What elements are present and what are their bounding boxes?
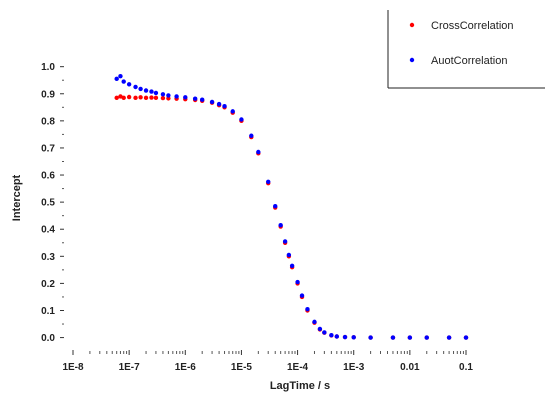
auto-correlation-point (282, 239, 288, 244)
cross-correlation-point (126, 94, 132, 100)
auto-correlation-point (138, 86, 143, 92)
legend-marker-auto (409, 57, 415, 63)
x-tick-label: 0.01 (400, 362, 420, 373)
x-axis-title: LagTime / s (270, 380, 330, 392)
x-tick-label: 1E-6 (175, 362, 197, 373)
auto-correlation-point (230, 109, 235, 114)
auto-correlation-point (305, 306, 310, 312)
x-tick-label: 1E-3 (343, 362, 365, 373)
x-tick-label: 1E-4 (287, 362, 309, 373)
auto-correlation-point (249, 133, 254, 138)
auto-correlation-point (256, 149, 261, 155)
auto-correlation-point (222, 104, 227, 109)
auto-correlation-point (216, 101, 222, 107)
auto-correlation-point (289, 263, 295, 268)
auto-correlation-point (390, 335, 396, 340)
x-axis: 1E-8 1E-7 1E-6 1E-5 1E-4 1E-3 0.01 0.1 (62, 350, 473, 373)
y-tick-label: 0.9 (41, 89, 55, 100)
auto-correlation-point (143, 88, 149, 93)
auto-correlation-point (153, 90, 159, 96)
cross-correlation-point (143, 95, 149, 101)
auto-correlation-point (342, 334, 348, 340)
cross-correlation-point (149, 95, 154, 100)
x-tick-label: 0.1 (459, 362, 473, 373)
y-axis: 0.0 0.1 0.2 0.3 0.4 0.5 0.6 0.7 0.8 0.9 1.0 (41, 62, 64, 344)
x-tick-label: 1E-8 (62, 362, 84, 373)
auto-correlation-point (209, 99, 215, 105)
auto-correlation-point (312, 319, 317, 325)
auto-correlation-point (160, 92, 166, 97)
y-tick-label: 0.4 (41, 225, 55, 236)
legend-label-cross: CrossCorrelation (431, 20, 514, 32)
auto-correlation-point (463, 335, 469, 340)
auto-correlation-point (286, 252, 292, 258)
y-tick-label: 0.3 (41, 252, 55, 263)
y-tick-label: 0.6 (41, 171, 55, 182)
auto-correlation-point (174, 94, 179, 99)
y-tick-label: 0.0 (41, 333, 55, 344)
auto-correlation-point (424, 335, 429, 340)
auto-correlation-point (273, 203, 278, 209)
cross-correlation-point (160, 95, 166, 101)
auto-correlation-point (166, 93, 171, 98)
auto-correlation-point (446, 335, 452, 340)
auto-correlation-point (317, 326, 323, 332)
auto-correlation-point (299, 293, 305, 298)
auto-correlation-point (278, 222, 283, 228)
auto-correlation-point (322, 330, 327, 335)
auto-correlation-point (118, 73, 123, 79)
auto-correlation-point (407, 335, 413, 340)
y-tick-label: 0.1 (41, 306, 55, 317)
auto-correlation-point (149, 89, 154, 94)
auto-correlation-point (334, 334, 340, 339)
auto-correlation-point (192, 96, 198, 101)
auto-correlation-point (351, 335, 356, 340)
auto-correlation-point (239, 117, 244, 122)
legend-marker-cross (409, 22, 415, 28)
auto-correlation-point (133, 84, 138, 90)
cross-correlation-point (121, 95, 126, 101)
auto-correlation-point (126, 82, 132, 87)
auto-correlation-point (121, 79, 126, 84)
cross-correlation-point (133, 95, 138, 101)
auto-correlation-point (183, 95, 188, 100)
auto-correlation-point (368, 335, 373, 340)
y-tick-label: 0.5 (41, 198, 55, 209)
auto-correlation-point (266, 179, 271, 185)
plot-area (114, 73, 469, 340)
auto-correlation-point (329, 332, 334, 338)
cross-correlation-point (114, 95, 119, 101)
legend: CrossCorrelation AuotCorrelation (387, 10, 545, 89)
y-tick-label: 0.2 (41, 279, 55, 290)
auto-correlation-point (199, 97, 205, 102)
cross-correlation-point (138, 95, 143, 100)
cross-correlation-point (153, 95, 159, 101)
legend-label-auto: AuotCorrelation (431, 55, 507, 67)
x-tick-label: 1E-7 (119, 362, 141, 373)
y-tick-label: 1.0 (41, 62, 55, 73)
y-tick-label: 0.7 (41, 143, 55, 154)
y-tick-label: 0.8 (41, 116, 55, 127)
auto-correlation-point (295, 279, 300, 285)
y-axis-title: Intercept (11, 174, 23, 221)
x-tick-label: 1E-5 (231, 362, 253, 373)
auto-correlation-point (114, 76, 119, 82)
